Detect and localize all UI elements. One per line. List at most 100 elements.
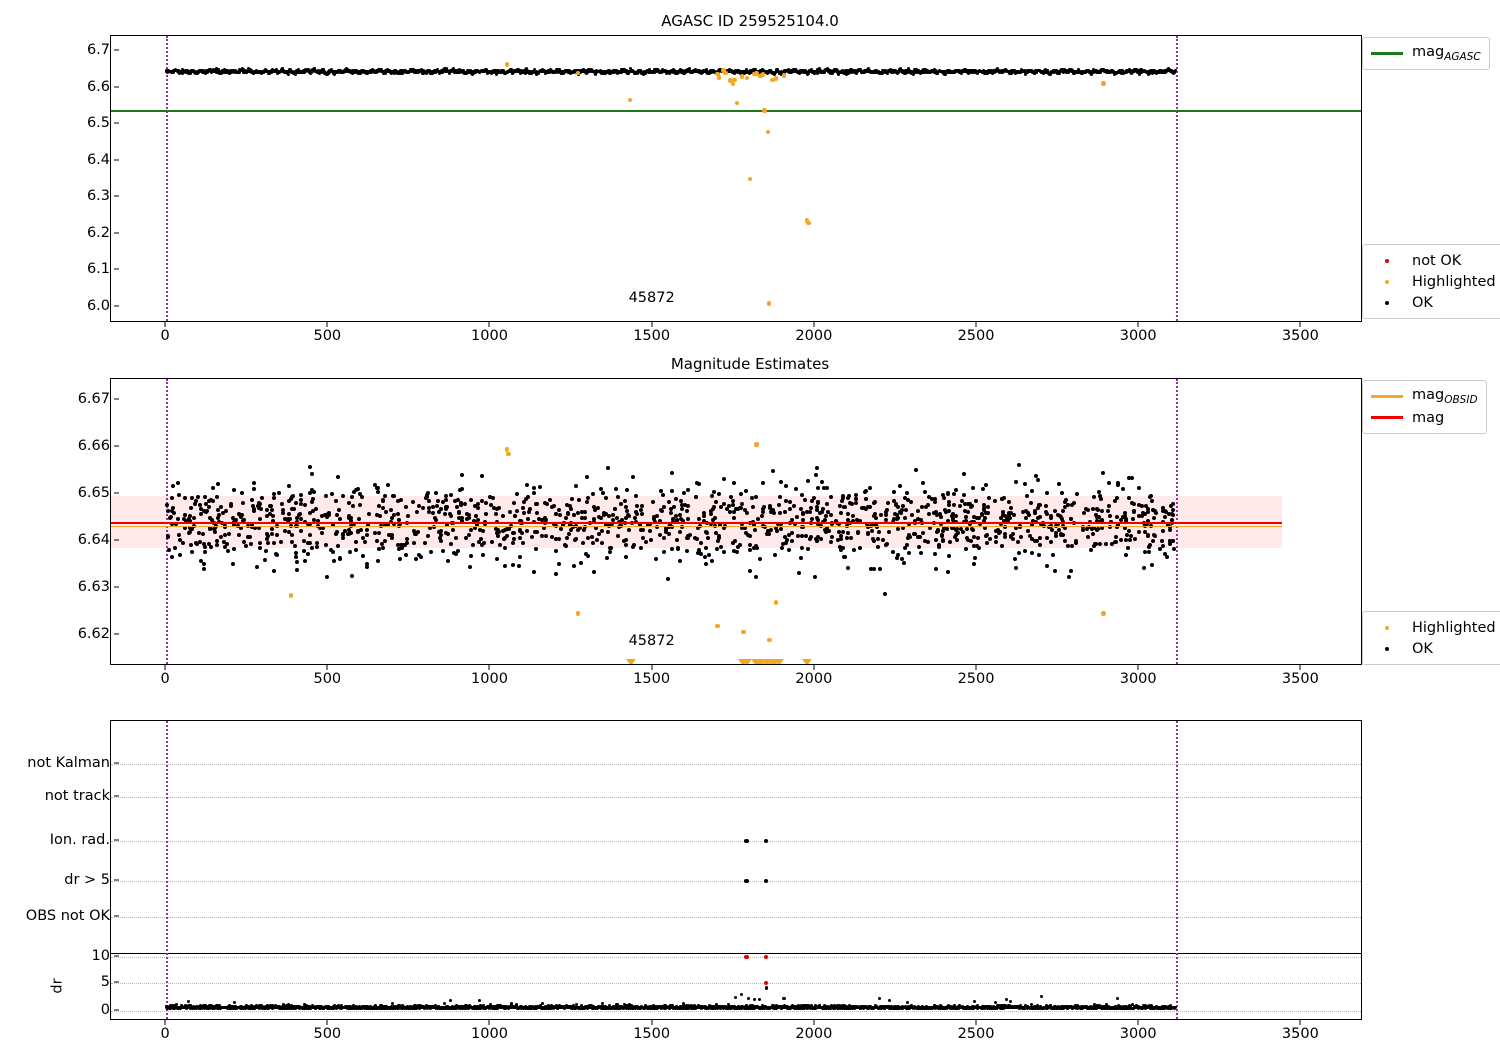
- ok-point: [308, 532, 312, 537]
- ok-point: [806, 547, 811, 552]
- ok-point: [737, 542, 742, 547]
- ok-point: [517, 554, 522, 559]
- ok-point: [1161, 544, 1166, 549]
- ok-point: [748, 547, 753, 552]
- ok-point: [388, 507, 393, 512]
- ok-point: [743, 71, 747, 75]
- ok-point: [231, 487, 236, 492]
- ok-point: [973, 555, 978, 560]
- ok-point: [214, 494, 219, 499]
- ok-point: [397, 557, 402, 562]
- ok-point: [464, 517, 469, 522]
- ok-point: [298, 528, 303, 533]
- ok-point: [584, 474, 589, 479]
- ok-point: [1120, 514, 1125, 519]
- ok-point: [422, 540, 427, 545]
- ok-point: [943, 72, 947, 76]
- ok-point: [1085, 534, 1090, 539]
- not-ok-point: [764, 981, 769, 985]
- ok-point: [202, 545, 207, 550]
- mag-line: [111, 521, 1282, 525]
- ok-point: [612, 506, 617, 511]
- ok-point: [524, 66, 528, 70]
- ok-point: [677, 558, 682, 563]
- highlighted-point: [730, 81, 736, 86]
- ok-point: [517, 528, 522, 533]
- ok-point: [684, 549, 689, 554]
- ok-point: [308, 491, 313, 496]
- ok-point: [1053, 533, 1058, 538]
- ok-point: [340, 493, 345, 498]
- ok-point: [806, 479, 811, 484]
- ok-point: [907, 551, 912, 556]
- ok-point: [1125, 545, 1130, 550]
- ok-point: [203, 550, 208, 555]
- ok-point: [1024, 515, 1029, 520]
- ok-point: [507, 509, 512, 514]
- ok-point: [627, 513, 632, 518]
- ok-point: [448, 493, 453, 498]
- ok-point: [992, 499, 997, 504]
- ok-point: [734, 550, 739, 555]
- dr-gt-5-flag-point: [744, 878, 749, 884]
- ok-point: [405, 513, 410, 518]
- ok-point: [851, 513, 856, 518]
- ok-point: [812, 495, 817, 500]
- ok-point: [1028, 501, 1033, 505]
- dr-point: [232, 1001, 236, 1005]
- ok-point: [357, 516, 362, 521]
- highlighted-point: [575, 611, 581, 616]
- ok-point: [484, 67, 488, 71]
- ok-point: [661, 505, 666, 510]
- ok-point: [631, 475, 636, 480]
- gridline: [111, 764, 1361, 765]
- ok-point: [902, 515, 907, 520]
- ok-point: [820, 480, 825, 485]
- ok-point: [648, 538, 653, 543]
- ok-point: [181, 68, 185, 72]
- ok-point: [703, 546, 708, 551]
- ok-point: [366, 511, 371, 516]
- ok-point: [891, 489, 896, 494]
- ok-point: [451, 66, 455, 70]
- ok-point: [456, 510, 461, 515]
- ok-point: [640, 535, 645, 540]
- ok-point: [686, 516, 691, 521]
- ok-point: [167, 516, 172, 521]
- ok-point: [843, 555, 848, 560]
- ok-point: [409, 70, 413, 74]
- ok-point: [517, 535, 522, 540]
- ok-point: [952, 491, 957, 496]
- ok-point: [1103, 541, 1108, 546]
- ok-point: [231, 515, 236, 520]
- ok-point: [271, 491, 276, 496]
- ok-point: [225, 69, 229, 73]
- ok-point: [744, 489, 749, 494]
- ok-point: [819, 509, 824, 514]
- ok-point: [1159, 539, 1164, 544]
- ok-point: [884, 541, 889, 546]
- ok-point: [414, 510, 419, 515]
- ok-point: [993, 539, 998, 544]
- ok-point: [380, 67, 384, 71]
- ok-point: [934, 567, 939, 572]
- ok-point: [892, 511, 897, 516]
- highlighted-point: [773, 76, 779, 81]
- ok-point: [546, 70, 550, 74]
- ok-point: [859, 67, 863, 71]
- ok-point: [909, 512, 914, 517]
- ok-point: [481, 541, 486, 546]
- ok-point: [806, 71, 810, 75]
- ok-point: [721, 550, 726, 555]
- ok-point: [536, 72, 540, 76]
- ok-point: [348, 530, 353, 535]
- ok-point: [809, 516, 814, 521]
- ok-point: [520, 506, 525, 511]
- ok-point: [582, 67, 586, 71]
- panel-magnitudes: [110, 35, 1362, 322]
- ok-point: [952, 534, 957, 539]
- ok-point: [473, 70, 477, 74]
- ok-point: [958, 503, 963, 508]
- ok-point: [946, 570, 951, 575]
- ok-point: [809, 68, 813, 71]
